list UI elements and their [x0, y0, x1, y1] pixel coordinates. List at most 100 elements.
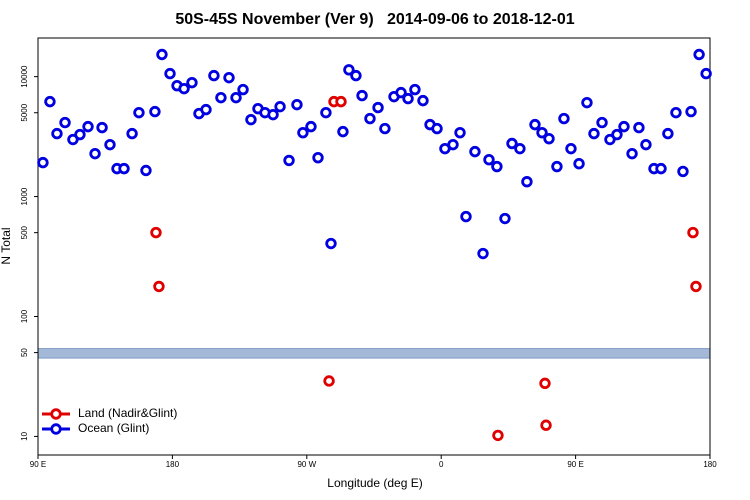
point — [677, 165, 689, 178]
point — [343, 64, 355, 76]
point — [223, 71, 235, 84]
point — [337, 125, 349, 138]
point — [492, 429, 504, 442]
point — [514, 142, 526, 155]
point — [573, 157, 585, 170]
y-tick-label: 500 — [20, 225, 29, 239]
point — [164, 67, 176, 80]
point — [200, 103, 212, 116]
point — [156, 48, 168, 61]
point — [618, 120, 630, 133]
point — [687, 226, 699, 239]
point — [356, 89, 368, 102]
point — [581, 96, 593, 109]
point — [483, 153, 495, 166]
legend-marker — [50, 423, 62, 435]
x-tick-label: 180 — [166, 460, 180, 469]
point — [460, 210, 472, 223]
point — [633, 121, 645, 134]
point — [335, 95, 347, 108]
point — [208, 69, 220, 82]
point — [402, 92, 414, 105]
x-tick-label: 0 — [439, 460, 444, 469]
point — [149, 105, 161, 118]
point — [506, 137, 518, 150]
point — [491, 160, 503, 173]
point — [283, 154, 295, 167]
plot-frame — [37, 37, 711, 456]
point — [104, 138, 116, 151]
point — [539, 377, 551, 390]
point — [540, 419, 552, 431]
point — [640, 138, 652, 151]
point — [291, 98, 303, 111]
point — [379, 122, 391, 135]
point — [521, 176, 533, 188]
point — [320, 106, 332, 119]
point — [305, 120, 317, 133]
point — [499, 212, 511, 225]
point — [469, 145, 481, 158]
point — [96, 121, 108, 134]
y-tick-label: 1000 — [20, 187, 29, 205]
legend-label: Land (Nadir&Glint) — [78, 406, 177, 420]
x-tick-label: 90 E — [30, 460, 46, 469]
point — [565, 142, 577, 155]
point — [670, 106, 682, 119]
point — [74, 128, 86, 141]
point — [267, 108, 279, 121]
point — [447, 138, 459, 151]
point — [215, 91, 227, 104]
point — [454, 126, 466, 139]
point — [536, 126, 548, 139]
point — [543, 132, 555, 145]
point — [297, 126, 309, 139]
point — [153, 280, 165, 293]
y-tick-label: 10000 — [20, 65, 29, 88]
y-tick-label: 50 — [20, 348, 29, 357]
x-axis-label: Longitude (deg E) — [327, 476, 422, 490]
point — [431, 122, 443, 135]
point — [312, 151, 324, 164]
x-tick-label: 90 E — [567, 460, 583, 469]
point — [558, 112, 570, 125]
point — [44, 95, 56, 108]
legend-label: Ocean (Glint) — [78, 421, 149, 435]
point — [237, 83, 249, 96]
point — [596, 116, 608, 129]
legend-marker — [50, 408, 62, 420]
y-tick-label: 10 — [20, 431, 29, 440]
point — [51, 127, 63, 140]
point — [409, 83, 421, 96]
point — [529, 118, 541, 131]
point — [588, 127, 600, 140]
point — [89, 147, 101, 160]
point — [133, 106, 145, 119]
point — [186, 76, 198, 89]
point — [372, 101, 384, 114]
point — [323, 375, 335, 387]
point — [350, 69, 362, 82]
point — [693, 48, 705, 61]
y-tick-label: 100 — [20, 309, 29, 323]
band — [37, 348, 711, 359]
chart-title: 50S-45S November (Ver 9) 2014-09-06 to 2… — [175, 11, 574, 28]
point — [395, 86, 407, 99]
point — [140, 164, 152, 177]
point — [82, 120, 94, 133]
point — [655, 162, 667, 175]
x-tick-label: 180 — [703, 460, 717, 469]
y-axis-label: N Total — [0, 227, 13, 264]
point — [274, 100, 286, 113]
point — [118, 162, 130, 175]
point — [178, 82, 190, 95]
point — [364, 112, 376, 125]
y-tick-label: 5000 — [20, 103, 29, 121]
point — [690, 280, 702, 293]
point — [611, 128, 623, 141]
point — [59, 116, 71, 129]
point — [417, 94, 429, 107]
point — [626, 147, 638, 160]
